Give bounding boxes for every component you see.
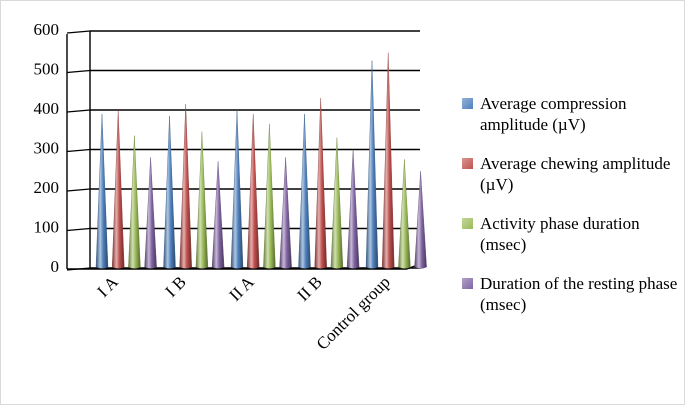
cone-body (381, 52, 395, 269)
y-tick-label: 500 (34, 60, 60, 79)
cone-body (195, 131, 209, 269)
cone-1-3 (128, 135, 141, 269)
legend-swatch-resting (462, 278, 473, 289)
cone-body (163, 115, 176, 269)
gridline-depth (66, 227, 91, 232)
legend-label-activity: Activity phase duration (msec) (480, 214, 640, 254)
cone-body (330, 137, 344, 269)
cone-1-4 (144, 157, 157, 269)
y-tick-label: 300 (34, 139, 60, 158)
legend-swatch-compression (462, 98, 473, 109)
cone-body (414, 171, 427, 269)
gridline-depth (66, 188, 91, 192)
legend-item-activity: Activity phase duration (msec) (462, 213, 684, 255)
cone-body (365, 60, 379, 269)
category-label: II B (293, 272, 325, 304)
cone-body (179, 104, 192, 269)
cone-body (263, 123, 276, 269)
gridline-depth (66, 69, 91, 74)
cone-4-3 (330, 137, 344, 269)
gridline-depth (66, 148, 91, 153)
legend-item-compression: Average compression amplitude (µV) (462, 93, 684, 135)
legend-item-resting: Duration of the resting phase (msec) (462, 273, 684, 315)
legend-label-chewing: Average chewing amplitude (µV) (480, 154, 671, 194)
y-tick-label: 100 (34, 218, 60, 237)
cone-2-4 (211, 161, 225, 269)
legend-item-chewing: Average chewing amplitude (µV) (462, 153, 684, 195)
cone-3-1 (230, 109, 244, 269)
cone-body (298, 113, 311, 269)
cone-body (398, 159, 411, 269)
cone-5-3 (398, 159, 411, 269)
category-label: II A (225, 272, 258, 305)
cone-3-2 (246, 113, 260, 269)
cone-body (279, 157, 292, 269)
cone-body (95, 113, 109, 269)
cone-1-1 (95, 113, 109, 269)
cone-2-2 (179, 104, 192, 269)
legend-label-resting: Duration of the resting phase (msec) (480, 274, 678, 314)
category-label: I B (161, 272, 189, 300)
cone-4-1 (298, 113, 311, 269)
cone-2-1 (163, 115, 176, 269)
y-tick-label: 200 (34, 178, 60, 197)
cone-body (144, 157, 157, 269)
cone-body (314, 98, 327, 269)
cone-5-1 (365, 60, 379, 269)
cone-body (246, 113, 260, 269)
cone-body (230, 109, 244, 269)
legend-swatch-activity (462, 218, 473, 229)
y-tick-label: 600 (34, 20, 60, 39)
cone-body (211, 161, 225, 269)
cone-1-2 (111, 109, 125, 269)
cone-body (128, 135, 141, 269)
gridline-depth (66, 109, 91, 113)
cone-2-3 (195, 131, 209, 269)
y-tick-label: 0 (51, 257, 60, 276)
cone-5-4 (414, 171, 427, 269)
cone-3-4 (279, 157, 292, 269)
cone-3-3 (263, 123, 276, 269)
legend-label-compression: Average compression amplitude (µV) (480, 94, 627, 134)
cone-body (111, 109, 125, 269)
legend-swatch-chewing (462, 158, 473, 169)
legend: Average compression amplitude (µV) Avera… (462, 93, 684, 333)
cone-4-4 (346, 149, 360, 269)
category-label: Control group (313, 272, 394, 353)
category-label: I A (93, 272, 122, 301)
cone-5-2 (381, 52, 395, 269)
cone-4-2 (314, 98, 327, 269)
cone-body (346, 149, 360, 269)
y-tick-label: 400 (34, 99, 60, 118)
gridline-depth (66, 30, 91, 34)
